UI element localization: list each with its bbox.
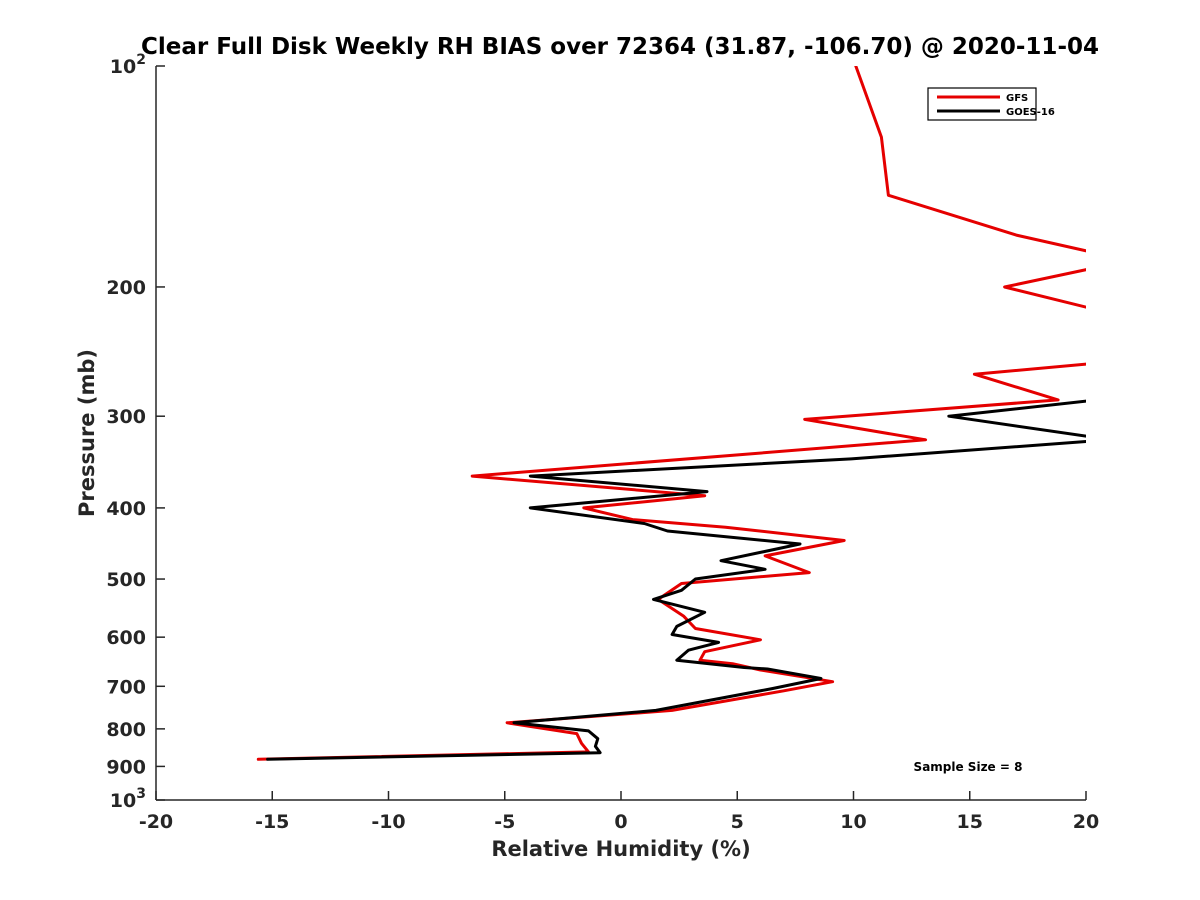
x-tick-label: -15 <box>255 811 289 833</box>
series-line-gfs <box>256 66 1086 761</box>
y-tick-label: 800 <box>106 719 146 741</box>
chart-title: Clear Full Disk Weekly RH BIAS over 7236… <box>141 34 1099 60</box>
legend: GFS GOES-16 <box>927 87 1055 121</box>
y-tick-label: 900 <box>106 756 146 778</box>
y-tick-label: 103 <box>110 786 146 812</box>
x-tick-label: 5 <box>731 811 744 833</box>
sample-size-annotation: Sample Size = 8 <box>914 760 1023 774</box>
legend-label: GFS <box>1006 93 1028 104</box>
x-tick-label: 10 <box>840 811 866 833</box>
x-tick-label: 20 <box>1073 811 1099 833</box>
y-tick-label: 200 <box>106 277 146 299</box>
legend-label: GOES-16 <box>1006 107 1055 118</box>
y-tick-label: 400 <box>106 498 146 520</box>
x-tick-label: 15 <box>957 811 983 833</box>
series-line-goes-16 <box>266 399 1086 761</box>
y-tick-label: 700 <box>106 676 146 698</box>
x-tick-label: -5 <box>494 811 515 833</box>
y-tick-label: 600 <box>106 627 146 649</box>
y-tick-label: 102 <box>110 52 146 78</box>
x-axis-label: Relative Humidity (%) <box>491 837 750 861</box>
legend-box <box>927 87 1037 121</box>
y-tick-label: 500 <box>106 569 146 591</box>
axes: -20 -15 -10 -5 0 5 10 15 20 102 200 300 400 500 600 700… <box>106 52 1099 833</box>
x-tick-label: -10 <box>371 811 405 833</box>
y-tick-label: 300 <box>106 406 146 428</box>
x-tick-label: 0 <box>614 811 627 833</box>
series-lines <box>256 66 1086 761</box>
x-tick-label: -20 <box>139 811 173 833</box>
y-axis-label: Pressure (mb) <box>75 349 99 517</box>
